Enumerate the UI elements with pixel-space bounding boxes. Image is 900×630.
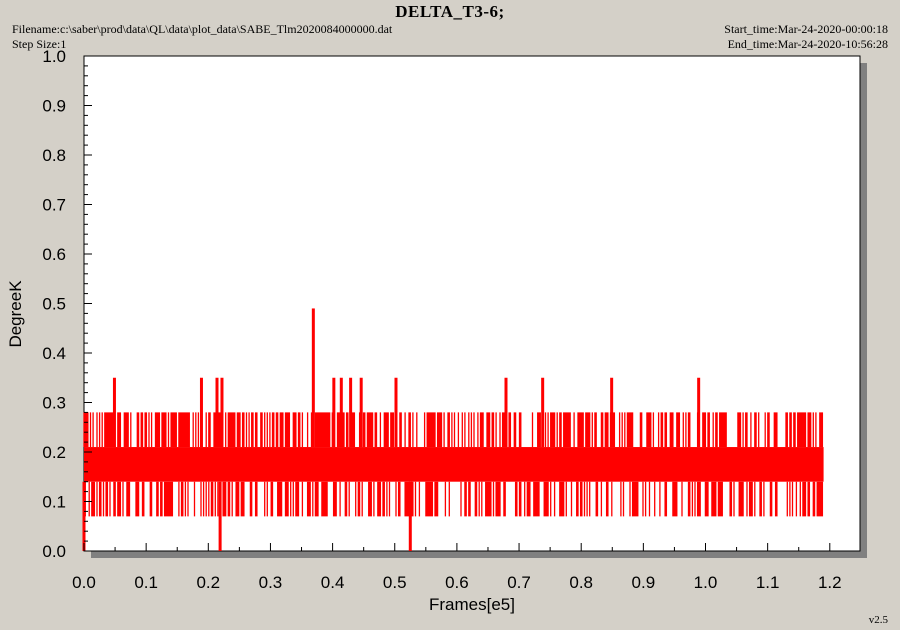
x-tick-label: 1.0 <box>694 573 718 592</box>
x-tick-label: 0.4 <box>321 573 345 592</box>
y-tick-label: 0.1 <box>42 493 66 512</box>
series-spike <box>359 377 363 448</box>
series-spike <box>697 377 701 448</box>
series-spike <box>220 377 224 448</box>
chart-title: DELTA_T3-6; <box>395 2 505 21</box>
y-tick-label: 0.3 <box>42 394 66 413</box>
series-spike <box>339 377 343 448</box>
series-dip <box>408 481 412 551</box>
y-tick-label: 0.0 <box>42 542 66 561</box>
x-tick-label: 0.9 <box>632 573 656 592</box>
series-spike <box>311 308 315 448</box>
y-tick-label: 0.4 <box>42 344 66 363</box>
x-tick-label: 0.7 <box>507 573 531 592</box>
series-spike <box>332 377 336 448</box>
x-tick-label: 0.1 <box>134 573 158 592</box>
series-spike <box>349 377 353 448</box>
x-tick-label: 1.2 <box>818 573 842 592</box>
series-dip <box>82 481 86 551</box>
x-tick-label: 0.2 <box>196 573 220 592</box>
x-tick-label: 1.1 <box>756 573 780 592</box>
y-tick-label: 0.9 <box>42 97 66 116</box>
x-tick-label: 0.6 <box>445 573 469 592</box>
filename-label: Filename:c:\saber\prod\data\QL\data\plot… <box>12 22 393 36</box>
x-tick-label: 0.3 <box>259 573 283 592</box>
y-tick-label: 0.8 <box>42 146 66 165</box>
series-noise <box>83 412 824 517</box>
end-time-label: End_time:Mar-24-2020-10:56:28 <box>727 37 888 51</box>
series-line <box>82 308 824 551</box>
series-band <box>84 447 824 482</box>
y-tick-label: 0.7 <box>42 196 66 215</box>
x-tick-label: 0.5 <box>383 573 407 592</box>
x-tick-label: 0.0 <box>72 573 96 592</box>
series-spike <box>504 377 508 448</box>
y-tick-label: 0.2 <box>42 443 66 462</box>
series-spike <box>394 377 398 448</box>
series-spike <box>541 377 545 448</box>
version-label: v2.5 <box>868 614 888 626</box>
series-spike <box>199 377 203 448</box>
series-spike <box>112 377 116 448</box>
x-tick-label: 0.8 <box>569 573 593 592</box>
y-tick-label: 1.0 <box>42 47 66 66</box>
series-spike <box>215 377 219 448</box>
series-spike <box>610 377 614 448</box>
y-tick-label: 0.6 <box>42 245 66 264</box>
y-axis: 0.0 0.1 0.2 0.3 0.4 0.5 0.6 0.7 0.8 0.9 1.0 <box>42 47 92 561</box>
y-axis-label: DegreeK <box>6 280 25 348</box>
series-dip <box>218 481 222 551</box>
start-time-label: Start_time:Mar-24-2020-00:00:18 <box>724 22 888 36</box>
x-axis-label: Frames[e5] <box>429 595 515 614</box>
step-size-label: Step Size:1 <box>12 37 67 51</box>
x-axis: 0.0 0.1 0.2 0.3 0.4 0.5 0.6 0.7 0.8 0.9 1.0 1.1 1.2 <box>72 543 842 592</box>
y-tick-label: 0.5 <box>42 295 66 314</box>
